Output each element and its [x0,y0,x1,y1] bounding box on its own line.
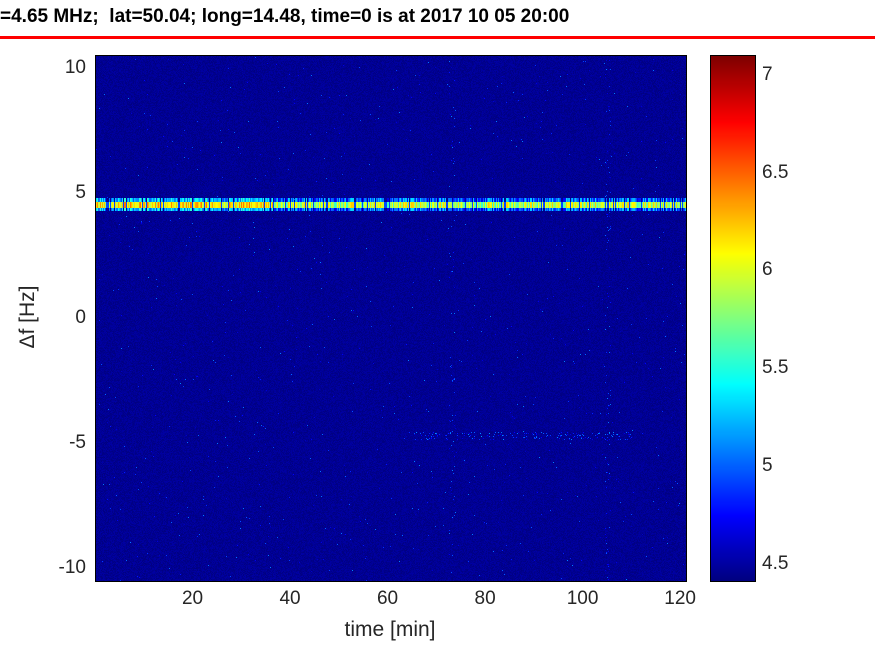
heatmap-canvas [96,56,686,581]
colorbar-tick-label: 7 [762,63,773,85]
plot-area [95,55,687,582]
colorbar-tick-label: 5.5 [762,357,789,379]
colorbar-tick-label: 6.5 [762,161,789,183]
plot-title: =4.65 MHz; lat=50.04; long=14.48, time=0… [0,6,570,27]
x-tick-label: 40 [279,588,301,609]
x-tick-label: 60 [376,588,399,609]
colorbar [710,55,756,582]
y-tick-label: 5 [75,181,86,203]
colorbar-tick-label: 5 [762,455,773,477]
x-tick-label: 20 [181,588,204,609]
y-tick-label: -5 [69,431,86,453]
y-tick-label: 10 [64,56,86,78]
title-underline [0,36,875,39]
colorbar-canvas [711,56,755,581]
x-tick-label: 100 [566,588,599,609]
y-tick-label: 0 [75,306,86,328]
colorbar-tick-label: 6 [762,259,773,281]
x-tick-label: 80 [474,588,496,609]
colorbar-tick-label: 4.5 [762,553,789,575]
x-axis-label: time [min] [344,618,436,641]
y-tick-label: -10 [58,556,86,578]
x-tick-label: 120 [664,588,696,609]
